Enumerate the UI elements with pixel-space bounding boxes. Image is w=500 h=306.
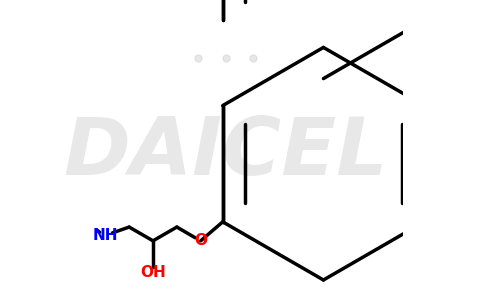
Text: DAICEL: DAICEL <box>64 114 388 192</box>
Text: OH: OH <box>140 265 166 281</box>
Text: O: O <box>194 233 207 248</box>
Text: NH: NH <box>93 228 118 243</box>
